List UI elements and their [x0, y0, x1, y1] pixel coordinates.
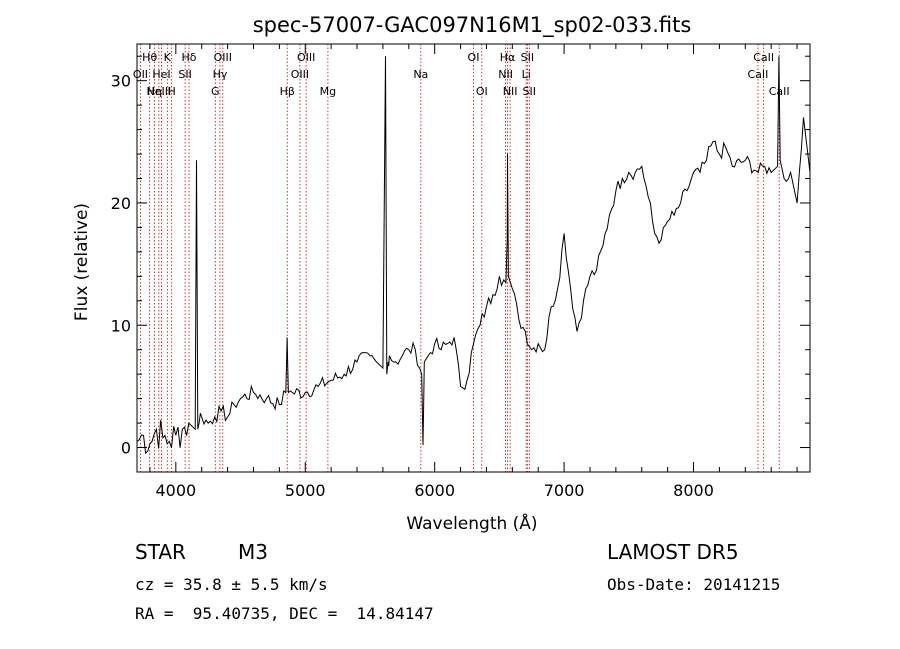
line-marker-label-22: Li	[522, 68, 531, 81]
object-class: STAR	[135, 540, 186, 564]
line-marker-label-2: Hη	[147, 85, 162, 98]
line-marker-label-20: Hα	[500, 51, 516, 64]
y-tick-label: 0	[121, 439, 131, 458]
x-axis-label: Wavelength (Å)	[406, 512, 537, 534]
line-marker-label-14: OIII	[297, 51, 315, 64]
spectral-line-labels: OIIHθHηNeIIIHeIKHSIIHδGHγOIIIHβOIIIOIIIM…	[133, 51, 790, 98]
line-marker-label-18: OI	[476, 85, 488, 98]
x-tick-label: 4000	[155, 481, 196, 500]
line-marker-label-26: CaII	[753, 51, 774, 64]
line-marker-label-4: HeI	[152, 68, 170, 81]
plot-frame	[136, 43, 811, 473]
line-marker-label-8: Hδ	[182, 51, 197, 64]
line-marker-label-3: NeIII	[147, 85, 172, 98]
line-marker-label-12: Hβ	[280, 85, 295, 98]
coordinates: RA = 95.40735, DEC = 14.84147	[135, 604, 434, 623]
line-marker-label-15: Mg	[320, 85, 336, 98]
line-marker-label-11: OIII	[214, 51, 232, 64]
x-tick-label: 7000	[544, 481, 585, 500]
x-axis-ticks: 4000 5000 6000 7000 8000	[149, 44, 798, 500]
line-marker-label-7: SII	[178, 68, 191, 81]
line-marker-label-0: OII	[133, 68, 148, 81]
line-marker-label-17: OI	[468, 51, 480, 64]
x-tick-label: 6000	[414, 481, 455, 500]
line-marker-label-9: G	[211, 85, 220, 98]
line-marker-label-6: H	[168, 85, 176, 98]
line-marker-label-1: Hθ	[142, 51, 157, 64]
line-marker-label-24: SII	[523, 85, 536, 98]
x-tick-label: 5000	[285, 481, 326, 500]
line-marker-label-16: Na	[413, 68, 428, 81]
line-marker-label-13: OIII	[291, 68, 309, 81]
line-marker-label-23: SII	[521, 51, 534, 64]
y-axis-ticks: 0 10 20 30	[111, 55, 810, 473]
spectrum-series-line	[136, 56, 811, 455]
line-marker-label-10: Hγ	[213, 68, 228, 81]
y-tick-label: 30	[111, 72, 131, 91]
observation-date: Obs-Date: 20141215	[607, 575, 781, 594]
survey-name: LAMOST DR5	[607, 540, 739, 564]
y-tick-label: 10	[111, 316, 131, 335]
redshift-value: cz = 35.8 ± 5.5 km/s	[135, 575, 328, 594]
line-marker-label-21: NII	[503, 85, 518, 98]
line-marker-label-25: CaII	[748, 68, 769, 81]
chart-title: spec-57007-GAC097N16M1_sp02-033.fits	[253, 13, 692, 38]
y-axis-label: Flux (relative)	[72, 203, 92, 321]
line-marker-label-5: K	[164, 51, 172, 64]
y-tick-label: 20	[111, 194, 131, 213]
object-subclass: M3	[238, 540, 268, 564]
spectral-line-markers	[140, 44, 780, 472]
x-tick-label: 8000	[673, 481, 714, 500]
line-marker-label-19: NII	[498, 68, 513, 81]
